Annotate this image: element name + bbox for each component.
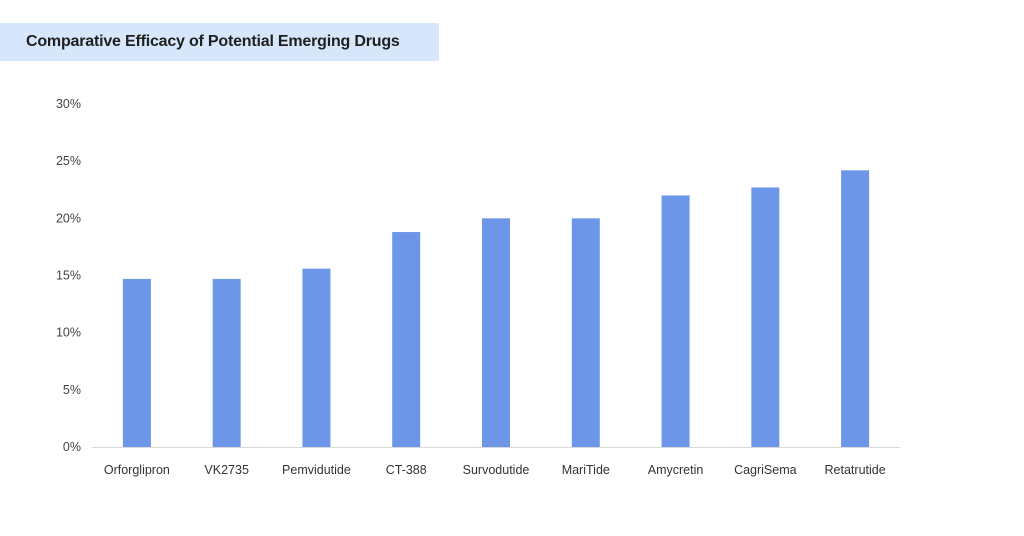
x-tick-label: MariTide [562, 463, 610, 477]
x-tick-label: Survodutide [463, 463, 530, 477]
x-tick-label: Retatrutide [825, 463, 886, 477]
x-tick-label: CT-388 [386, 463, 427, 477]
y-tick-label: 0% [63, 440, 81, 454]
x-tick-label: CagriSema [734, 463, 797, 477]
x-tick-label: Pemvidutide [282, 463, 351, 477]
bar [841, 170, 870, 447]
y-tick-label: 15% [56, 269, 81, 283]
y-tick-label: 20% [56, 211, 81, 225]
chart-title: Comparative Efficacy of Potential Emergi… [26, 33, 400, 50]
bar [122, 278, 151, 447]
bar [751, 187, 780, 448]
y-tick-label: 25% [56, 154, 81, 168]
y-tick-label: 5% [63, 383, 81, 397]
y-tick-label: 30% [56, 97, 81, 111]
x-tick-label: Orforglipron [104, 463, 170, 477]
bar [482, 218, 510, 447]
bar [661, 195, 690, 447]
bar [392, 232, 421, 447]
bar [212, 278, 241, 447]
bar [302, 268, 331, 447]
bar [571, 218, 600, 447]
x-tick-label: Amycretin [648, 463, 704, 477]
y-tick-label: 10% [56, 326, 81, 340]
title-banner: Comparative Efficacy of Potential Emergi… [0, 23, 439, 61]
x-tick-label: VK2735 [204, 463, 249, 477]
